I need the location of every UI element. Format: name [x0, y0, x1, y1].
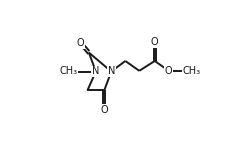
Text: O: O — [151, 37, 159, 47]
Text: N: N — [92, 66, 100, 77]
Text: O: O — [101, 105, 108, 115]
Text: CH₃: CH₃ — [183, 66, 201, 76]
Text: CH₃: CH₃ — [59, 66, 78, 77]
Text: O: O — [77, 38, 84, 48]
Text: O: O — [165, 66, 173, 76]
Text: N: N — [108, 66, 115, 77]
